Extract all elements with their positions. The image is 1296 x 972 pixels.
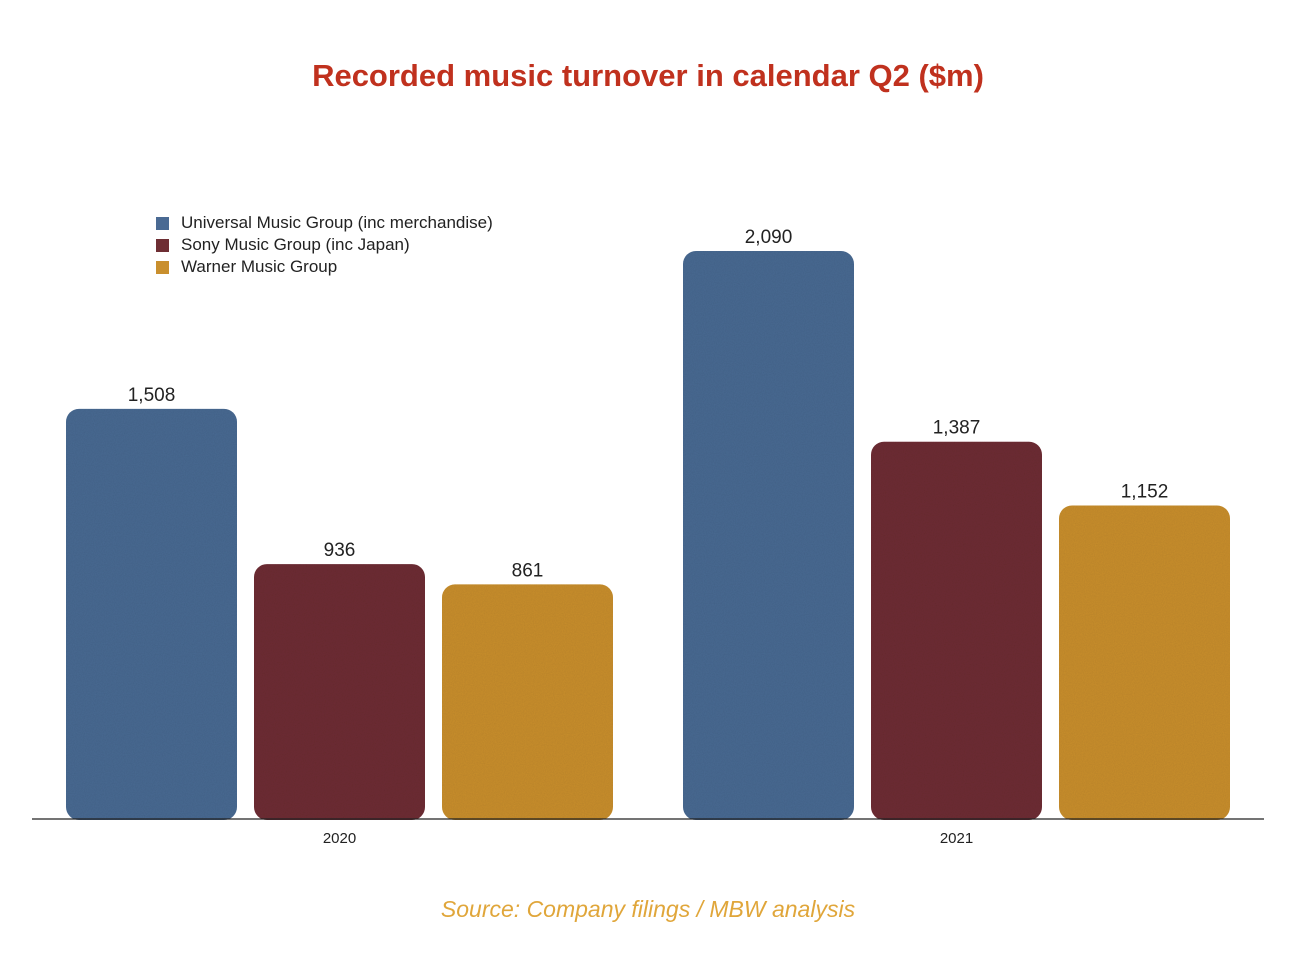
legend-swatch-sony [156,238,169,252]
legend-label-sony: Sony Music Group (inc Japan) [181,235,410,254]
data-label-sony-2020: 936 [324,540,356,561]
bar-warner-2020 [442,584,613,820]
data-label-warner-2021: 1,152 [1121,481,1169,502]
data-label-universal-2021: 2,090 [745,227,793,248]
source-note: Source: Company filings / MBW analysis [440,896,856,922]
data-label-universal-2020: 1,508 [128,385,176,406]
x-tick-label-2020: 2020 [323,830,356,847]
bar-universal-2020 [66,408,237,820]
bar-sony-2021 [871,441,1042,820]
legend-swatch-universal [156,216,169,230]
bar-universal-2021 [683,250,854,820]
legend-item-sony: Sony Music Group (inc Japan) [156,234,493,256]
legend-swatch-warner [156,260,169,274]
data-label-warner-2020: 861 [512,560,544,581]
legend-item-universal: Universal Music Group (inc merchandise) [156,212,493,234]
legend-label-warner: Warner Music Group [181,257,338,276]
legend: Universal Music Group (inc merchandise) … [156,212,493,278]
legend-item-warner: Warner Music Group [156,256,493,278]
chart-title: Recorded music turnover in calendar Q2 (… [312,58,984,93]
x-tick-label-2021: 2021 [940,830,973,847]
bar-sony-2020 [254,564,425,820]
bar-warner-2021 [1059,505,1230,820]
legend-label-universal: Universal Music Group (inc merchandise) [181,213,493,232]
data-label-sony-2021: 1,387 [933,418,981,439]
